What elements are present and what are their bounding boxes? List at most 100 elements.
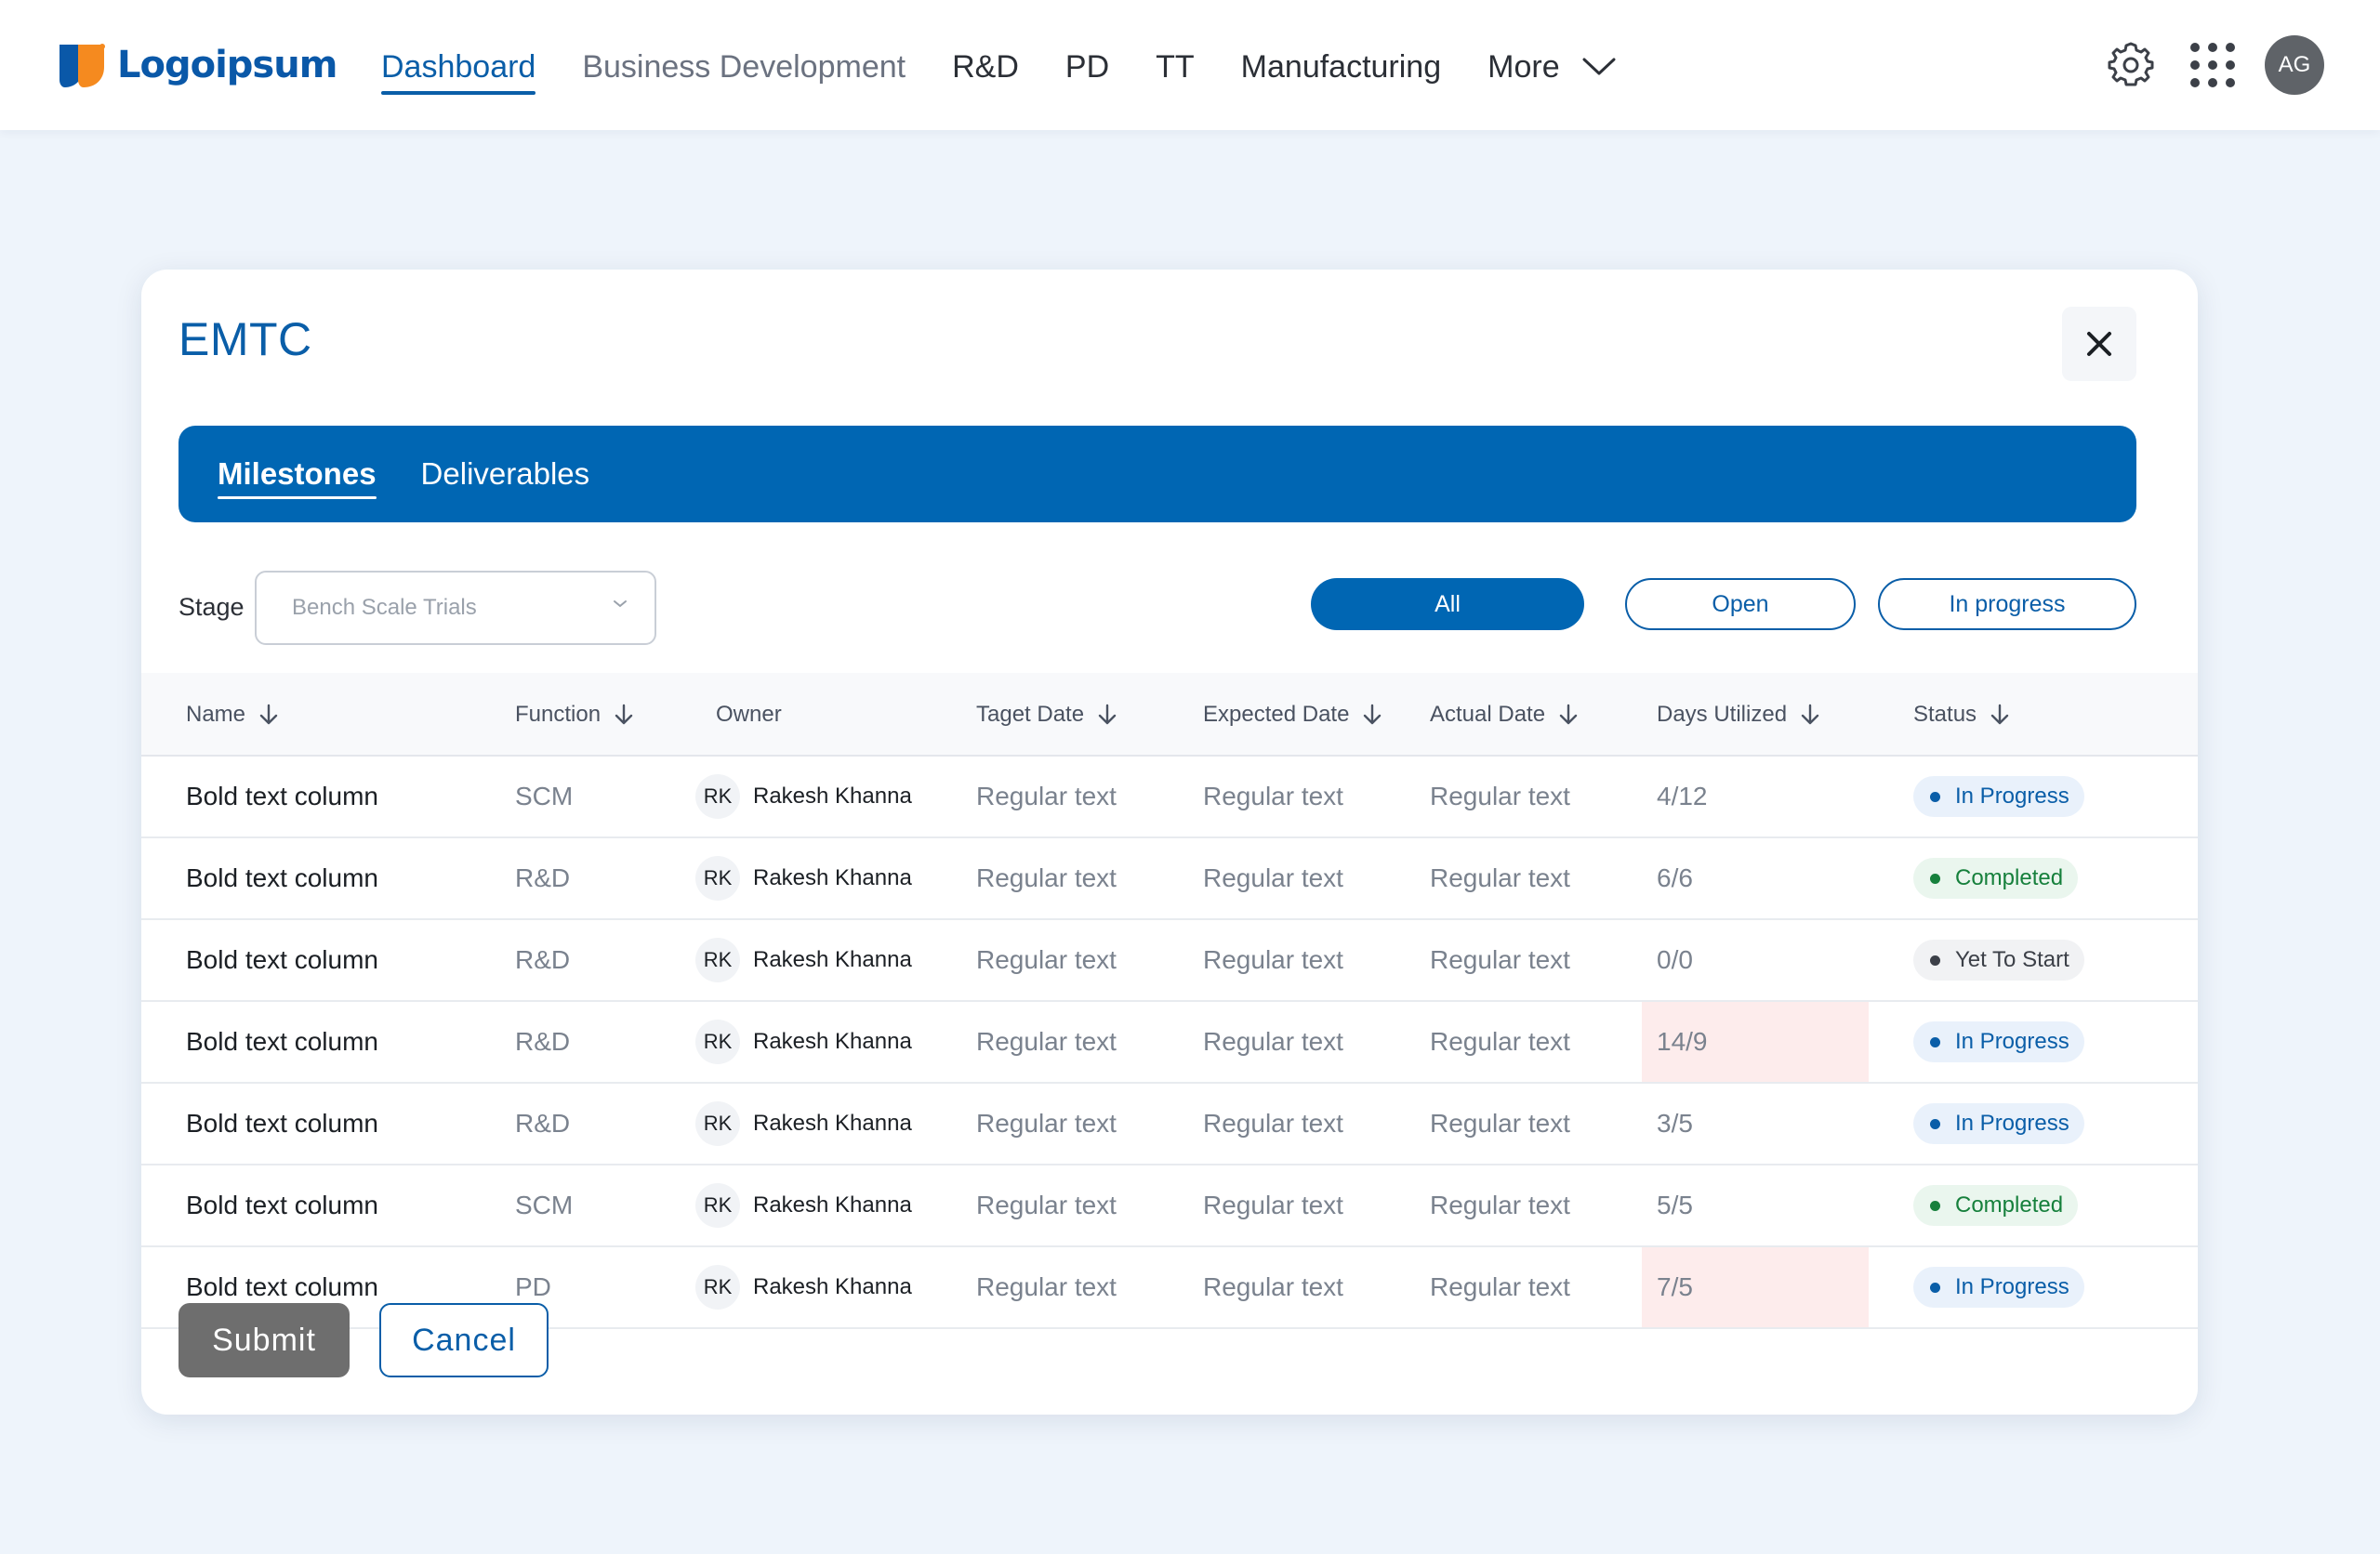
- status-dot: [1930, 1118, 1940, 1129]
- chevron-down-icon: [1582, 58, 1616, 75]
- owner-avatar: RK: [695, 1101, 740, 1146]
- cell-name: Bold text column: [186, 1272, 378, 1301]
- nav-item-business-development[interactable]: Business Development: [582, 48, 906, 85]
- cell-name: Bold text column: [186, 945, 378, 974]
- table-row[interactable]: Bold text column R&D RK Rakesh Khanna Regula…: [141, 920, 2198, 1002]
- table-row[interactable]: Bold text column SCM RK Rakesh Khanna Regula…: [141, 757, 2198, 838]
- header-actions: AG: [2079, 35, 2324, 95]
- tab-deliverables[interactable]: Deliverables: [420, 456, 590, 491]
- status-dot: [1930, 791, 1940, 802]
- cell-function: R&D: [515, 863, 571, 892]
- arrow-down-icon: [1364, 704, 1382, 725]
- status-label: Completed: [1955, 1192, 2064, 1218]
- cell-actual-date: Regular text: [1430, 863, 1570, 892]
- arrow-down-icon: [615, 704, 633, 725]
- overdue-highlight: [1642, 1247, 1869, 1327]
- close-button[interactable]: [2062, 307, 2136, 381]
- nav-item-tt[interactable]: TT: [1156, 48, 1195, 85]
- cell-function: PD: [515, 1272, 551, 1301]
- cell-target-date: Regular text: [976, 782, 1117, 810]
- submit-button[interactable]: Submit: [178, 1303, 350, 1377]
- nav-item-dashboard[interactable]: Dashboard: [381, 45, 536, 95]
- cell-days-utilized: 6/6: [1657, 863, 1693, 892]
- nav-more-label: More: [1488, 48, 1560, 85]
- owner-name: Rakesh Khanna: [753, 1192, 912, 1218]
- column-header-label: Taget Date: [976, 702, 1085, 727]
- table-row[interactable]: Bold text column R&D RK Rakesh Khanna Regula…: [141, 1084, 2198, 1166]
- status-dot: [1930, 1282, 1940, 1293]
- status-badge: In Progress: [1913, 776, 2084, 817]
- column-header-expected-date[interactable]: Expected Date: [1203, 673, 1382, 757]
- stage-select[interactable]: Bench Scale Trials: [255, 571, 656, 645]
- top-navigation-bar: Logoipsum Dashboard Business Development…: [0, 0, 2380, 130]
- column-header-target-date[interactable]: Taget Date: [976, 673, 1117, 757]
- owner-name: Rakesh Khanna: [753, 1029, 912, 1054]
- column-header-label: Name: [186, 702, 246, 727]
- modal-tab-bar: Milestones Deliverables: [178, 426, 2136, 522]
- filter-in-progress-button[interactable]: In progress: [1878, 578, 2136, 630]
- status-label: Yet To Start: [1955, 947, 2069, 972]
- status-label: In Progress: [1955, 784, 2069, 809]
- column-header-status[interactable]: Status: [1913, 673, 2010, 757]
- column-header-label: Status: [1913, 702, 1977, 727]
- column-header-name[interactable]: Name: [186, 673, 279, 757]
- overdue-highlight: [1642, 1002, 1869, 1082]
- apps-launcher-button[interactable]: [2183, 35, 2242, 95]
- filter-open-button[interactable]: Open: [1625, 578, 1856, 630]
- column-header-label: Expected Date: [1203, 702, 1350, 727]
- owner-name: Rakesh Khanna: [753, 784, 912, 809]
- nav-more-menu[interactable]: More: [1488, 45, 1616, 89]
- status-dot: [1930, 1036, 1940, 1047]
- column-header-label: Function: [515, 702, 602, 727]
- column-header-function[interactable]: Function: [515, 673, 634, 757]
- modal-title: EMTC: [178, 313, 312, 365]
- cell-actual-date: Regular text: [1430, 945, 1570, 974]
- brand-name: Logoipsum: [117, 44, 337, 86]
- column-header-label: Owner: [716, 702, 782, 727]
- status-label: In Progress: [1955, 1274, 2069, 1299]
- cell-days-utilized: 0/0: [1657, 945, 1693, 974]
- cell-owner: RK Rakesh Khanna: [695, 838, 912, 918]
- stage-select-value: Bench Scale Trials: [292, 595, 477, 620]
- nav-item-rnd[interactable]: R&D: [952, 48, 1019, 85]
- owner-name: Rakesh Khanna: [753, 865, 912, 890]
- cancel-button[interactable]: Cancel: [379, 1303, 549, 1377]
- user-avatar[interactable]: AG: [2265, 35, 2324, 95]
- grid-icon: [2190, 43, 2235, 87]
- brand-logo[interactable]: Logoipsum: [56, 39, 337, 91]
- settings-button[interactable]: [2101, 35, 2161, 95]
- table-row[interactable]: Bold text column R&D RK Rakesh Khanna Regula…: [141, 838, 2198, 920]
- status-badge: In Progress: [1913, 1267, 2084, 1308]
- filter-all-button[interactable]: All: [1311, 578, 1584, 630]
- table-row[interactable]: Bold text column R&D RK Rakesh Khanna Regula…: [141, 1002, 2198, 1084]
- cell-actual-date: Regular text: [1430, 1272, 1570, 1301]
- arrow-down-icon: [1559, 704, 1578, 725]
- cell-expected-date: Regular text: [1203, 1191, 1343, 1219]
- table-row[interactable]: Bold text column SCM RK Rakesh Khanna Regula…: [141, 1166, 2198, 1247]
- owner-avatar: RK: [695, 1183, 740, 1228]
- table-row[interactable]: Bold text column PD RK Rakesh Khanna Regular…: [141, 1247, 2198, 1329]
- column-header-actual-date[interactable]: Actual Date: [1430, 673, 1579, 757]
- cell-expected-date: Regular text: [1203, 1272, 1343, 1301]
- tab-milestones[interactable]: Milestones: [218, 456, 377, 499]
- column-header-days-utilized[interactable]: Days Utilized: [1657, 673, 1820, 757]
- cell-owner: RK Rakesh Khanna: [695, 1084, 912, 1164]
- cell-actual-date: Regular text: [1430, 1109, 1570, 1138]
- cell-function: R&D: [515, 1109, 571, 1138]
- nav-item-pd[interactable]: PD: [1064, 48, 1110, 85]
- gear-icon: [2108, 42, 2154, 86]
- cell-name: Bold text column: [186, 1109, 378, 1138]
- cell-function: SCM: [515, 782, 574, 810]
- cell-target-date: Regular text: [976, 1027, 1117, 1056]
- emtc-modal: EMTC Milestones Deliverables Stage Bench…: [141, 270, 2198, 1415]
- arrow-down-icon: [259, 704, 278, 725]
- owner-name: Rakesh Khanna: [753, 947, 912, 972]
- arrow-down-icon: [1098, 704, 1117, 725]
- status-badge: In Progress: [1913, 1021, 2084, 1062]
- cell-days-utilized: 5/5: [1657, 1191, 1693, 1219]
- close-icon: [2087, 332, 2111, 356]
- cell-expected-date: Regular text: [1203, 1027, 1343, 1056]
- owner-avatar: RK: [695, 856, 740, 901]
- column-header-owner: Owner: [716, 673, 782, 757]
- nav-item-manufacturing[interactable]: Manufacturing: [1240, 48, 1442, 85]
